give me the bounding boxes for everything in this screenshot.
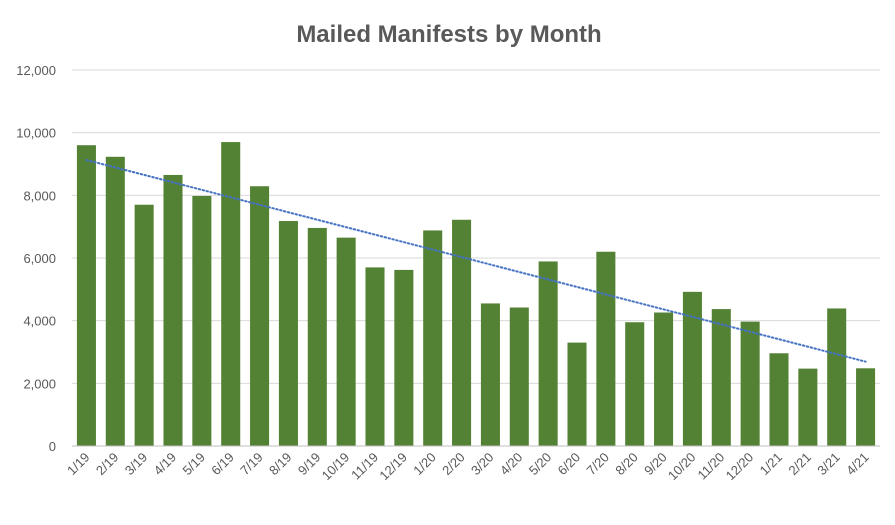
x-tick-label: 3/21: [814, 450, 843, 479]
bar: [336, 237, 356, 446]
bar: [134, 204, 154, 446]
bar: [250, 186, 270, 446]
x-tick-label: 3/19: [122, 450, 151, 479]
trendline-group: [85, 158, 867, 363]
bar: [452, 219, 472, 446]
y-tick-label: 6,000: [23, 251, 56, 266]
x-tick-label: 10/20: [665, 450, 699, 484]
bar: [856, 368, 876, 446]
bar: [625, 322, 645, 446]
x-axis-ticks: 1/19 2/19 3/19 4/19 5/19 6/19 7/19 8/19 9/1910/1…: [64, 450, 872, 484]
x-tick-label: 11/19: [348, 450, 381, 483]
bar: [307, 227, 327, 446]
bar: [682, 291, 702, 446]
y-tick-label: 12,000: [16, 63, 56, 78]
bar: [76, 145, 96, 446]
x-tick-label: 1/19: [64, 450, 93, 479]
bar: [105, 156, 125, 446]
bar: [769, 353, 789, 446]
x-tick-label: 2/20: [439, 450, 468, 479]
bar: [798, 368, 818, 446]
x-tick-label: 2/19: [93, 450, 122, 479]
x-tick-label: 8/19: [266, 450, 295, 479]
x-tick-label: 12/20: [723, 450, 757, 484]
x-tick-label: 11/20: [694, 450, 727, 483]
bar: [654, 312, 674, 446]
x-tick-label: 10/19: [319, 450, 353, 484]
bar: [596, 251, 616, 446]
x-tick-label: 8/20: [612, 450, 641, 479]
bar: [711, 309, 731, 446]
y-tick-label: 4,000: [23, 314, 56, 329]
x-tick-label: 2/21: [785, 450, 814, 479]
bar: [221, 142, 241, 447]
x-tick-label: 5/19: [179, 450, 208, 479]
y-tick-label: 2,000: [23, 376, 56, 391]
bar: [740, 321, 760, 446]
x-tick-label: 7/19: [237, 450, 266, 479]
chart-title: Mailed Manifests by Month: [296, 21, 601, 48]
x-tick-label: 6/20: [555, 450, 584, 479]
bar: [365, 267, 385, 446]
x-tick-label: 1/21: [757, 450, 786, 479]
x-tick-label: 4/21: [843, 450, 872, 479]
bars: [76, 142, 876, 447]
x-tick-label: 7/20: [583, 450, 612, 479]
y-axis-ticks: 0 2,000 4,000 6,000 8,000 10,000 12,000: [16, 63, 56, 454]
x-tick-label: 4/19: [151, 450, 180, 479]
bar: [827, 308, 847, 446]
bar: [423, 230, 443, 446]
y-tick-label: 0: [49, 439, 56, 454]
bar: [278, 221, 298, 446]
x-tick-label: 1/20: [410, 450, 439, 479]
x-tick-label: 12/19: [376, 450, 410, 484]
bar: [480, 303, 500, 446]
bar: [192, 195, 212, 446]
bar: [394, 269, 414, 446]
bar: [163, 174, 183, 446]
bar: [567, 342, 587, 446]
x-tick-label: 4/20: [497, 450, 526, 479]
bar: [538, 261, 558, 446]
trendline: [85, 158, 867, 363]
bar: [509, 307, 529, 446]
y-tick-label: 10,000: [16, 126, 56, 141]
x-tick-label: 5/20: [526, 450, 555, 479]
x-tick-label: 6/19: [208, 450, 237, 479]
x-tick-label: 3/20: [468, 450, 497, 479]
y-tick-label: 8,000: [23, 188, 56, 203]
